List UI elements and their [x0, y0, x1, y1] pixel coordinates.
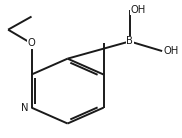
- Text: N: N: [21, 103, 29, 113]
- Text: OH: OH: [163, 46, 178, 56]
- Text: OH: OH: [131, 5, 146, 15]
- Text: B: B: [126, 36, 133, 46]
- Text: O: O: [28, 39, 35, 48]
